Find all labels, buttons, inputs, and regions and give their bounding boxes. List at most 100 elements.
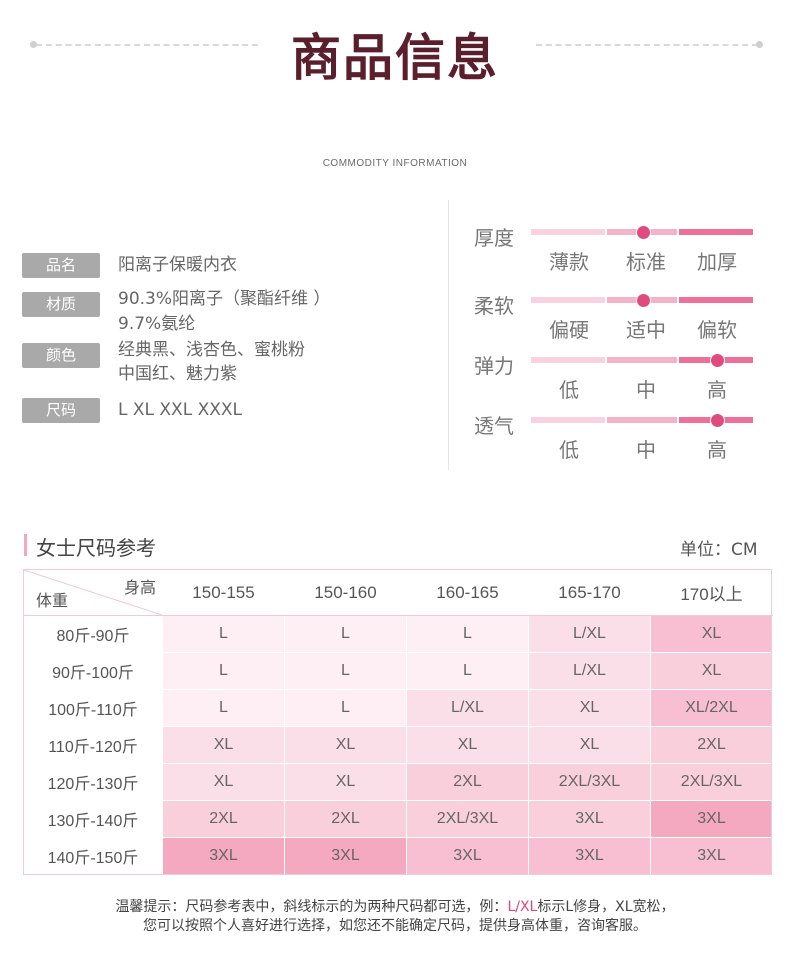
table-row: 120斤-130斤 XL XL 2XL 2XL/3XL 2XL/3XL — [23, 763, 773, 801]
size-chart-header-row: 身高 体重 150-155 150-160 160-165 165-170 170以上 — [23, 569, 773, 616]
size-cell: L — [406, 615, 529, 653]
note-highlight: L/XL — [507, 899, 538, 915]
attribute-name: 厚度 — [474, 226, 514, 250]
size-cell: L/XL — [406, 689, 529, 727]
size-cell: XL — [528, 689, 651, 727]
attribute-knob — [709, 413, 725, 428]
size-cell: L/XL — [528, 615, 651, 653]
page-subtitle: COMMODITY INFORMATION — [322, 158, 468, 169]
attribute-knob — [636, 293, 651, 308]
size-chart-table: 身高 体重 150-155 150-160 160-165 165-170 170以上 … — [23, 569, 773, 875]
size-cell: L — [162, 615, 285, 653]
size-cell: XL — [650, 652, 773, 690]
note-suffix: 标示L修身，XL宽松， — [537, 899, 675, 915]
height-header: 165-170 — [528, 569, 651, 616]
table-row: 130斤-140斤 2XL 2XL 2XL/3XL 3XL 3XL — [23, 800, 773, 838]
size-cell: 2XL/3XL — [406, 800, 529, 838]
size-cell: 2XL — [406, 763, 529, 801]
weight-header: 140斤-150斤 — [23, 837, 163, 875]
weight-header: 80斤-90斤 — [23, 615, 163, 653]
value-name: 阳离子保暖内衣 — [118, 255, 237, 275]
attribute-name: 透气 — [474, 414, 514, 438]
table-row: 100斤-110斤 L L L/XL XL XL/2XL — [23, 689, 773, 727]
size-cell: 2XL — [162, 800, 285, 838]
size-chart-title: 女士尺码参考 — [36, 536, 156, 560]
height-header: 170以上 — [650, 569, 773, 616]
size-cell: L — [162, 689, 285, 727]
value-material-line2: 9.7%氨纶 — [118, 314, 196, 334]
size-cell: XL — [284, 763, 407, 801]
attribute-level: 适中 — [626, 318, 666, 342]
track-segment — [531, 417, 605, 423]
height-header: 150-160 — [284, 569, 407, 616]
size-cell: XL — [284, 726, 407, 764]
size-cell: L — [284, 652, 407, 690]
tag-name: 品名 — [22, 253, 100, 278]
header-divider-left — [36, 44, 258, 46]
attribute-track — [531, 413, 755, 428]
table-row: 90斤-100斤 L L L L/XL XL — [23, 652, 773, 690]
size-cell: 2XL — [650, 726, 773, 764]
attribute-level: 薄款 — [549, 250, 589, 274]
section-divider — [448, 200, 449, 470]
size-cell: XL — [162, 726, 285, 764]
attribute-level: 中 — [636, 378, 656, 402]
track-segment — [679, 229, 753, 235]
size-cell: 3XL — [284, 837, 407, 875]
size-cell: L/XL — [528, 652, 651, 690]
value-color-line1: 经典黑、浅杏色、蜜桃粉 — [118, 340, 305, 360]
track-segment — [531, 357, 605, 363]
tag-color: 颜色 — [22, 343, 100, 368]
weight-header: 130斤-140斤 — [23, 800, 163, 838]
size-cell: XL — [406, 726, 529, 764]
corner-height-label: 身高 — [123, 580, 156, 597]
tag-material: 材质 — [22, 292, 100, 317]
size-cell: 2XL/3XL — [528, 763, 651, 801]
tag-size: 尺码 — [22, 398, 100, 423]
weight-header: 90斤-100斤 — [23, 652, 163, 690]
size-cell: 3XL — [528, 800, 651, 838]
table-row: 110斤-120斤 XL XL XL XL 2XL — [23, 726, 773, 764]
attribute-level: 低 — [559, 378, 579, 402]
value-color-line2: 中国红、魅力紫 — [118, 364, 237, 384]
size-cell: L — [406, 652, 529, 690]
size-cell: 3XL — [650, 800, 773, 838]
attribute-level: 低 — [559, 438, 579, 462]
size-cell: 3XL — [162, 837, 285, 875]
height-header: 150-155 — [162, 569, 285, 616]
value-material-line1: 90.3%阳离子（聚酯纤维 ） — [118, 289, 331, 309]
section-accent-bar — [24, 534, 27, 556]
attribute-knob — [709, 353, 725, 368]
size-cell: XL/2XL — [650, 689, 773, 727]
size-cell: XL — [650, 615, 773, 653]
weight-header: 110斤-120斤 — [23, 726, 163, 764]
attribute-level: 高 — [707, 378, 727, 402]
size-cell: L — [162, 652, 285, 690]
size-cell: XL — [162, 763, 285, 801]
size-cell: 2XL/3XL — [650, 763, 773, 801]
corner-diagonal — [24, 570, 162, 615]
note-prefix: 温馨提示：尺码参考表中，斜线标示的为两种尺码都可选，例： — [115, 899, 508, 915]
note-line-1: 温馨提示：尺码参考表中，斜线标示的为两种尺码都可选，例：L/XL标示L修身，XL… — [0, 896, 790, 916]
attribute-level: 标准 — [626, 250, 666, 274]
corner-weight-label: 体重 — [36, 593, 69, 610]
value-size: L XL XXL XXXL — [118, 400, 242, 420]
page-title: 商品信息 — [291, 29, 499, 87]
table-row: 80斤-90斤 L L L L/XL XL — [23, 615, 773, 653]
attribute-track — [531, 293, 755, 308]
weight-header: 100斤-110斤 — [23, 689, 163, 727]
size-cell: XL — [528, 726, 651, 764]
attribute-knob — [636, 225, 651, 240]
note-line-2: 您可以按照个人喜好进行选择，如您还不能确定尺码，提供身高体重，咨询客服。 — [143, 918, 647, 934]
attribute-track — [531, 225, 755, 240]
divider-dot — [30, 41, 37, 48]
weight-header: 120斤-130斤 — [23, 763, 163, 801]
attribute-name: 柔软 — [474, 294, 514, 318]
attribute-level: 偏软 — [697, 318, 737, 342]
size-cell: 2XL — [284, 800, 407, 838]
table-row: 140斤-150斤 3XL 3XL 3XL 3XL 3XL — [23, 837, 773, 875]
track-segment — [531, 297, 605, 303]
attribute-level: 高 — [707, 438, 727, 462]
attribute-name: 弹力 — [474, 354, 514, 378]
size-cell: 3XL — [406, 837, 529, 875]
